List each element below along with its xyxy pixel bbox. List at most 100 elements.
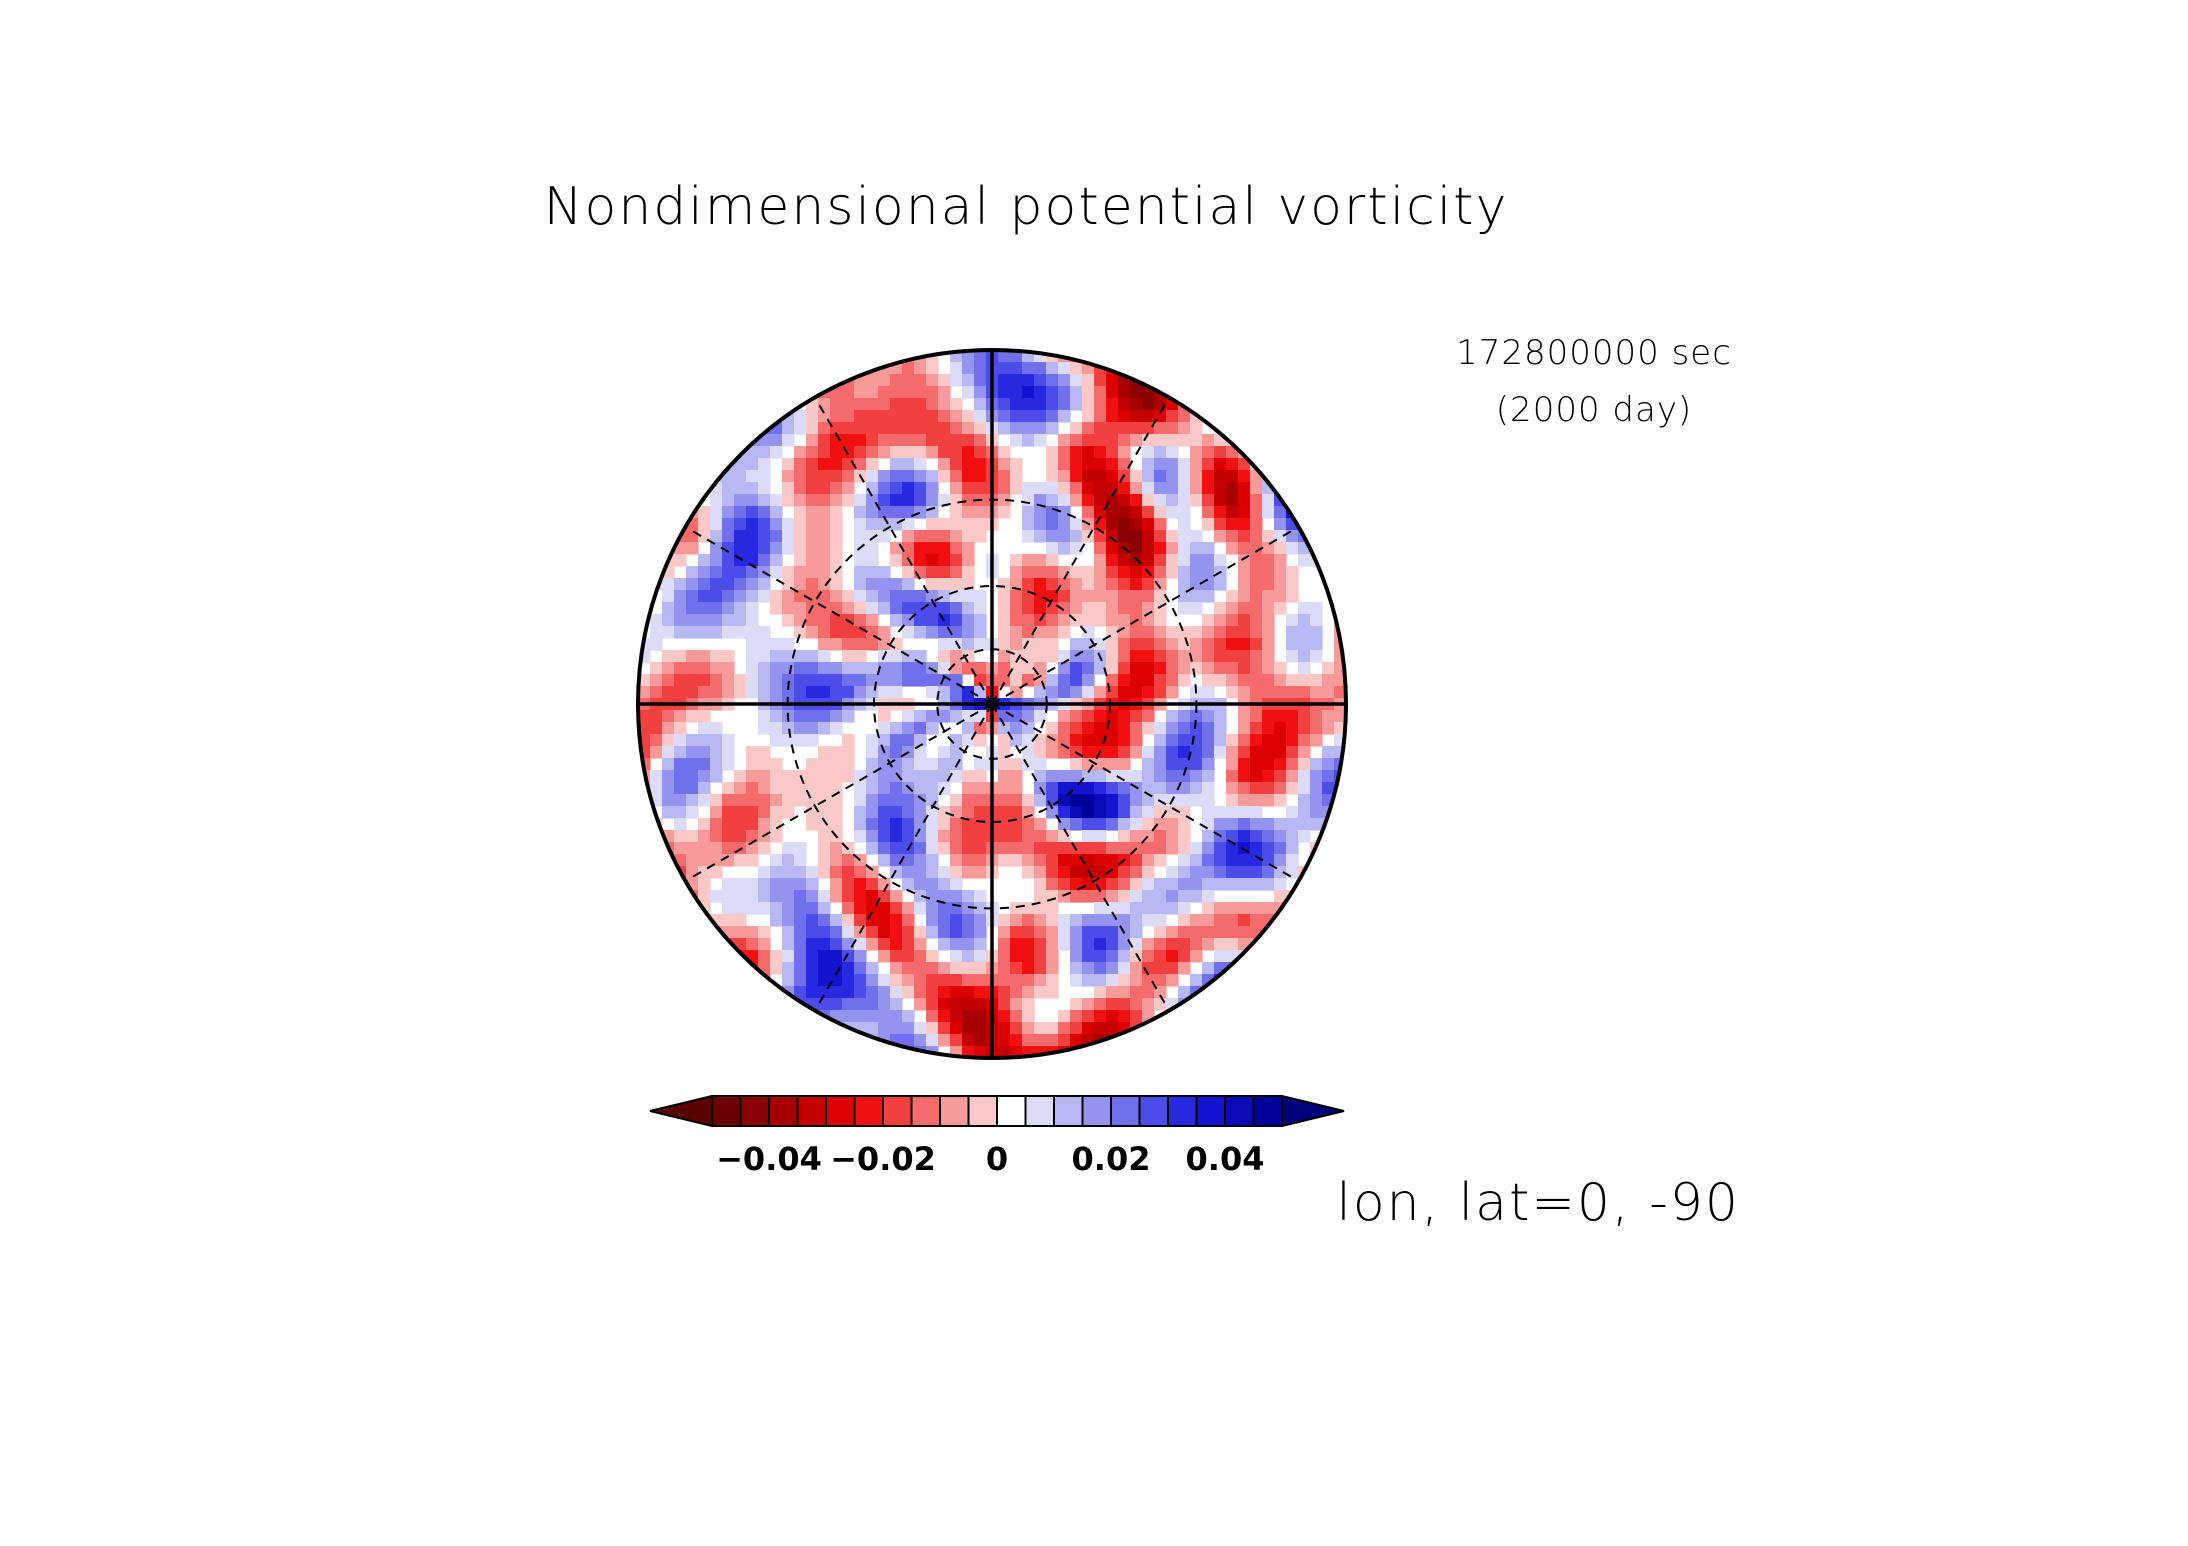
field-cell [1178,866,1191,879]
field-cell [974,686,987,699]
field-cell [722,446,735,459]
field-cell [1190,842,1203,855]
field-cell [1082,734,1095,747]
field-cell [950,398,963,411]
field-cell [890,914,903,927]
field-cell [818,530,831,543]
field-cell [1034,902,1047,915]
field-cell [1154,686,1167,699]
field-cell [1070,602,1083,615]
field-cell [1022,866,1035,879]
field-cell [1034,590,1047,603]
field-cell [1010,374,1023,387]
field-cell [902,974,915,987]
field-cell [998,446,1011,459]
field-cell [1010,962,1023,975]
field-cell [1322,758,1335,771]
field-cell [1214,662,1227,675]
field-cell [830,782,843,795]
field-cell [1010,722,1023,735]
field-cell [1010,998,1023,1011]
field-cell [686,590,699,603]
field-cell [758,710,771,723]
field-cell [722,614,735,627]
field-cell [698,878,711,891]
colorbar-swatch [882,1095,913,1127]
field-cell [1238,470,1251,483]
field-cell [1166,458,1179,471]
field-cell [698,794,711,807]
field-cell [1250,530,1263,543]
field-cell [842,734,855,747]
field-cell [1238,902,1251,915]
field-cell [734,806,747,819]
field-cell [902,482,915,495]
colorbar-swatch [1224,1095,1255,1127]
field-cell [1238,578,1251,591]
field-cell [1226,518,1239,531]
field-cell [998,386,1011,399]
field-cell [878,1022,891,1035]
field-cell [1022,554,1035,567]
field-cell [686,662,699,675]
field-cell [1262,566,1275,579]
field-cell [1034,962,1047,975]
field-cell [818,590,831,603]
field-cell [1166,866,1179,879]
field-cell [806,902,819,915]
field-cell [782,938,795,951]
field-cell [854,410,867,423]
field-cell [806,962,819,975]
field-cell [974,638,987,651]
field-cell [854,494,867,507]
field-cell [1154,950,1167,963]
field-cell [1238,926,1251,939]
field-cell [1082,890,1095,903]
field-cell [1010,470,1023,483]
field-cell [878,674,891,687]
field-cell [1190,434,1203,447]
field-cell [1130,578,1143,591]
field-cell [1082,626,1095,639]
field-cell [926,470,939,483]
field-cell [686,782,699,795]
field-cell [1226,842,1239,855]
field-cell [1118,998,1131,1011]
field-cell [1202,962,1215,975]
field-cell [926,878,939,891]
field-cell [818,746,831,759]
field-cell [902,1034,915,1047]
field-cell [1022,902,1035,915]
field-cell [842,1010,855,1023]
field-cell [1094,482,1107,495]
field-cell [890,554,903,567]
field-cell [1214,866,1227,879]
field-cell [998,590,1011,603]
field-cell [1214,842,1227,855]
field-cell [770,950,783,963]
field-cell [914,482,927,495]
field-cell [710,890,723,903]
field-cell [1094,434,1107,447]
field-cell [1094,578,1107,591]
field-cell [1226,974,1239,987]
field-cell [806,686,819,699]
field-cell [1058,734,1071,747]
field-cell [722,842,735,855]
field-cell [1250,542,1263,555]
field-cell [1274,674,1287,687]
field-cell [746,674,759,687]
field-cell [770,830,783,843]
field-cell [1298,746,1311,759]
field-cell [890,518,903,531]
field-cell [1142,794,1155,807]
field-cell [1010,770,1023,783]
field-cell [854,446,867,459]
field-cell [806,710,819,723]
field-cell [698,674,711,687]
field-cell [902,386,915,399]
field-cell [1226,602,1239,615]
field-cell [1190,734,1203,747]
field-cell [746,902,759,915]
field-cell [1022,914,1035,927]
